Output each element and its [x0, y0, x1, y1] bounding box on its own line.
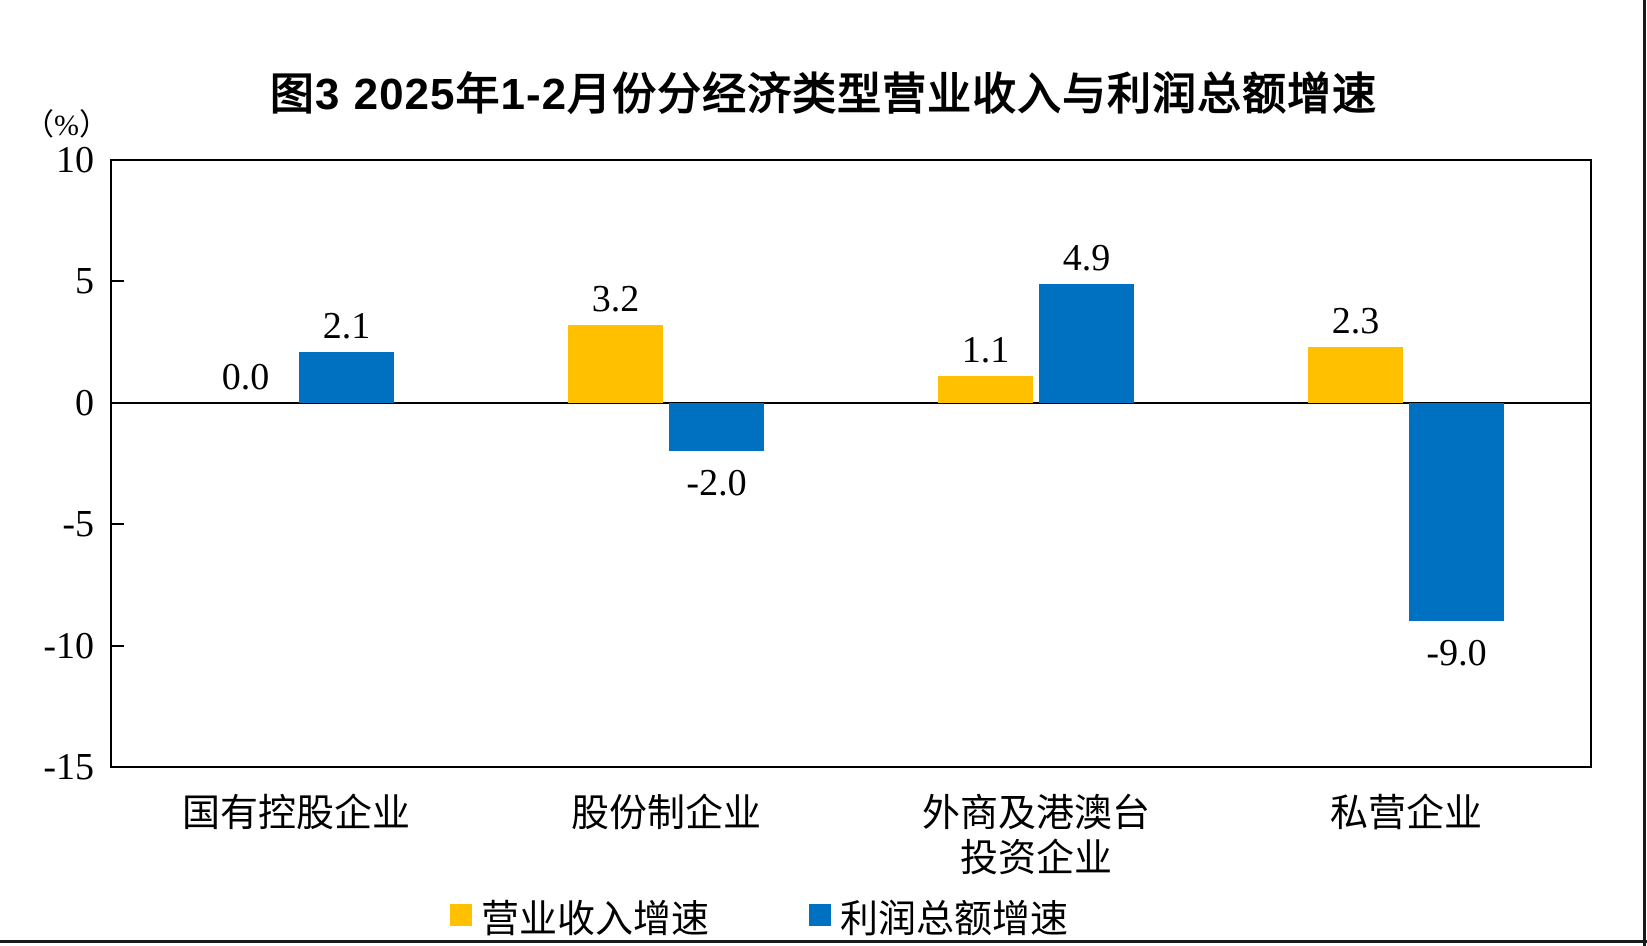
bar-value-label: -9.0: [1426, 632, 1487, 675]
bar-profit-growth: [1409, 402, 1504, 622]
y-tick-label: 5: [75, 260, 94, 303]
bar-value-label: 2.3: [1331, 299, 1380, 342]
y-tick-label: 0: [75, 381, 94, 424]
bar-revenue-growth: [1308, 346, 1403, 403]
bar-value-label: 0.0: [221, 355, 270, 398]
x-axis-category-line: 私营企业: [1329, 793, 1482, 835]
chart-title: 图3 2025年1-2月份分经济类型营业收入与利润总额增速: [269, 70, 1378, 119]
x-axis-category-label: 外商及港澳台 投资企业: [851, 792, 1221, 882]
legend-label-profit: 利润总额增速: [840, 898, 1069, 941]
bar-profit-growth: [299, 351, 394, 403]
bar-value-label: -2.0: [686, 462, 747, 505]
plot-area-border: [110, 159, 1592, 768]
zero-axis-line: [111, 401, 1591, 404]
y-tick-label: -15: [43, 746, 94, 788]
legend-swatch-profit-icon: [809, 904, 832, 926]
bar-value-label: 2.1: [322, 304, 371, 347]
bar-revenue-growth: [568, 325, 663, 403]
bar-value-label: 3.2: [591, 278, 640, 321]
y-tick-mark: [111, 280, 124, 283]
x-axis-category-line: 股份制企业: [570, 793, 761, 835]
legend-item-profit: 利润总额增速: [809, 888, 1068, 943]
x-axis-category-line: 外商及港澳台: [921, 793, 1150, 835]
y-tick-mark: [111, 523, 124, 526]
x-axis-category-label: 私营企业: [1221, 792, 1591, 837]
legend-swatch-revenue-icon: [450, 904, 472, 926]
page-right-border-line: [1643, 0, 1646, 946]
x-axis-category-label: 国有控股企业: [111, 792, 481, 837]
y-axis-unit-label: （%）: [24, 109, 109, 142]
y-tick-label: -5: [62, 503, 94, 546]
bar-profit-growth: [1039, 283, 1134, 403]
page-bottom-border-line: [0, 940, 1647, 943]
legend-label-revenue: 营业收入增速: [481, 898, 710, 941]
bar-value-label: 4.9: [1062, 236, 1111, 279]
legend: 营业收入增速 利润总额增速: [450, 892, 1068, 941]
x-axis-category-line: 国有控股企业: [181, 793, 410, 835]
bar-revenue-growth: [938, 376, 1033, 403]
y-tick-label: -10: [43, 624, 94, 667]
y-tick-label: 10: [56, 139, 94, 181]
x-axis-category-label: 股份制企业: [481, 792, 851, 837]
bar-value-label: 1.1: [961, 329, 1010, 372]
x-axis-category-line: 投资企业: [959, 838, 1112, 880]
y-tick-mark: [111, 644, 124, 647]
legend-item-revenue: 营业收入增速: [450, 888, 709, 943]
bar-profit-growth: [669, 402, 764, 452]
